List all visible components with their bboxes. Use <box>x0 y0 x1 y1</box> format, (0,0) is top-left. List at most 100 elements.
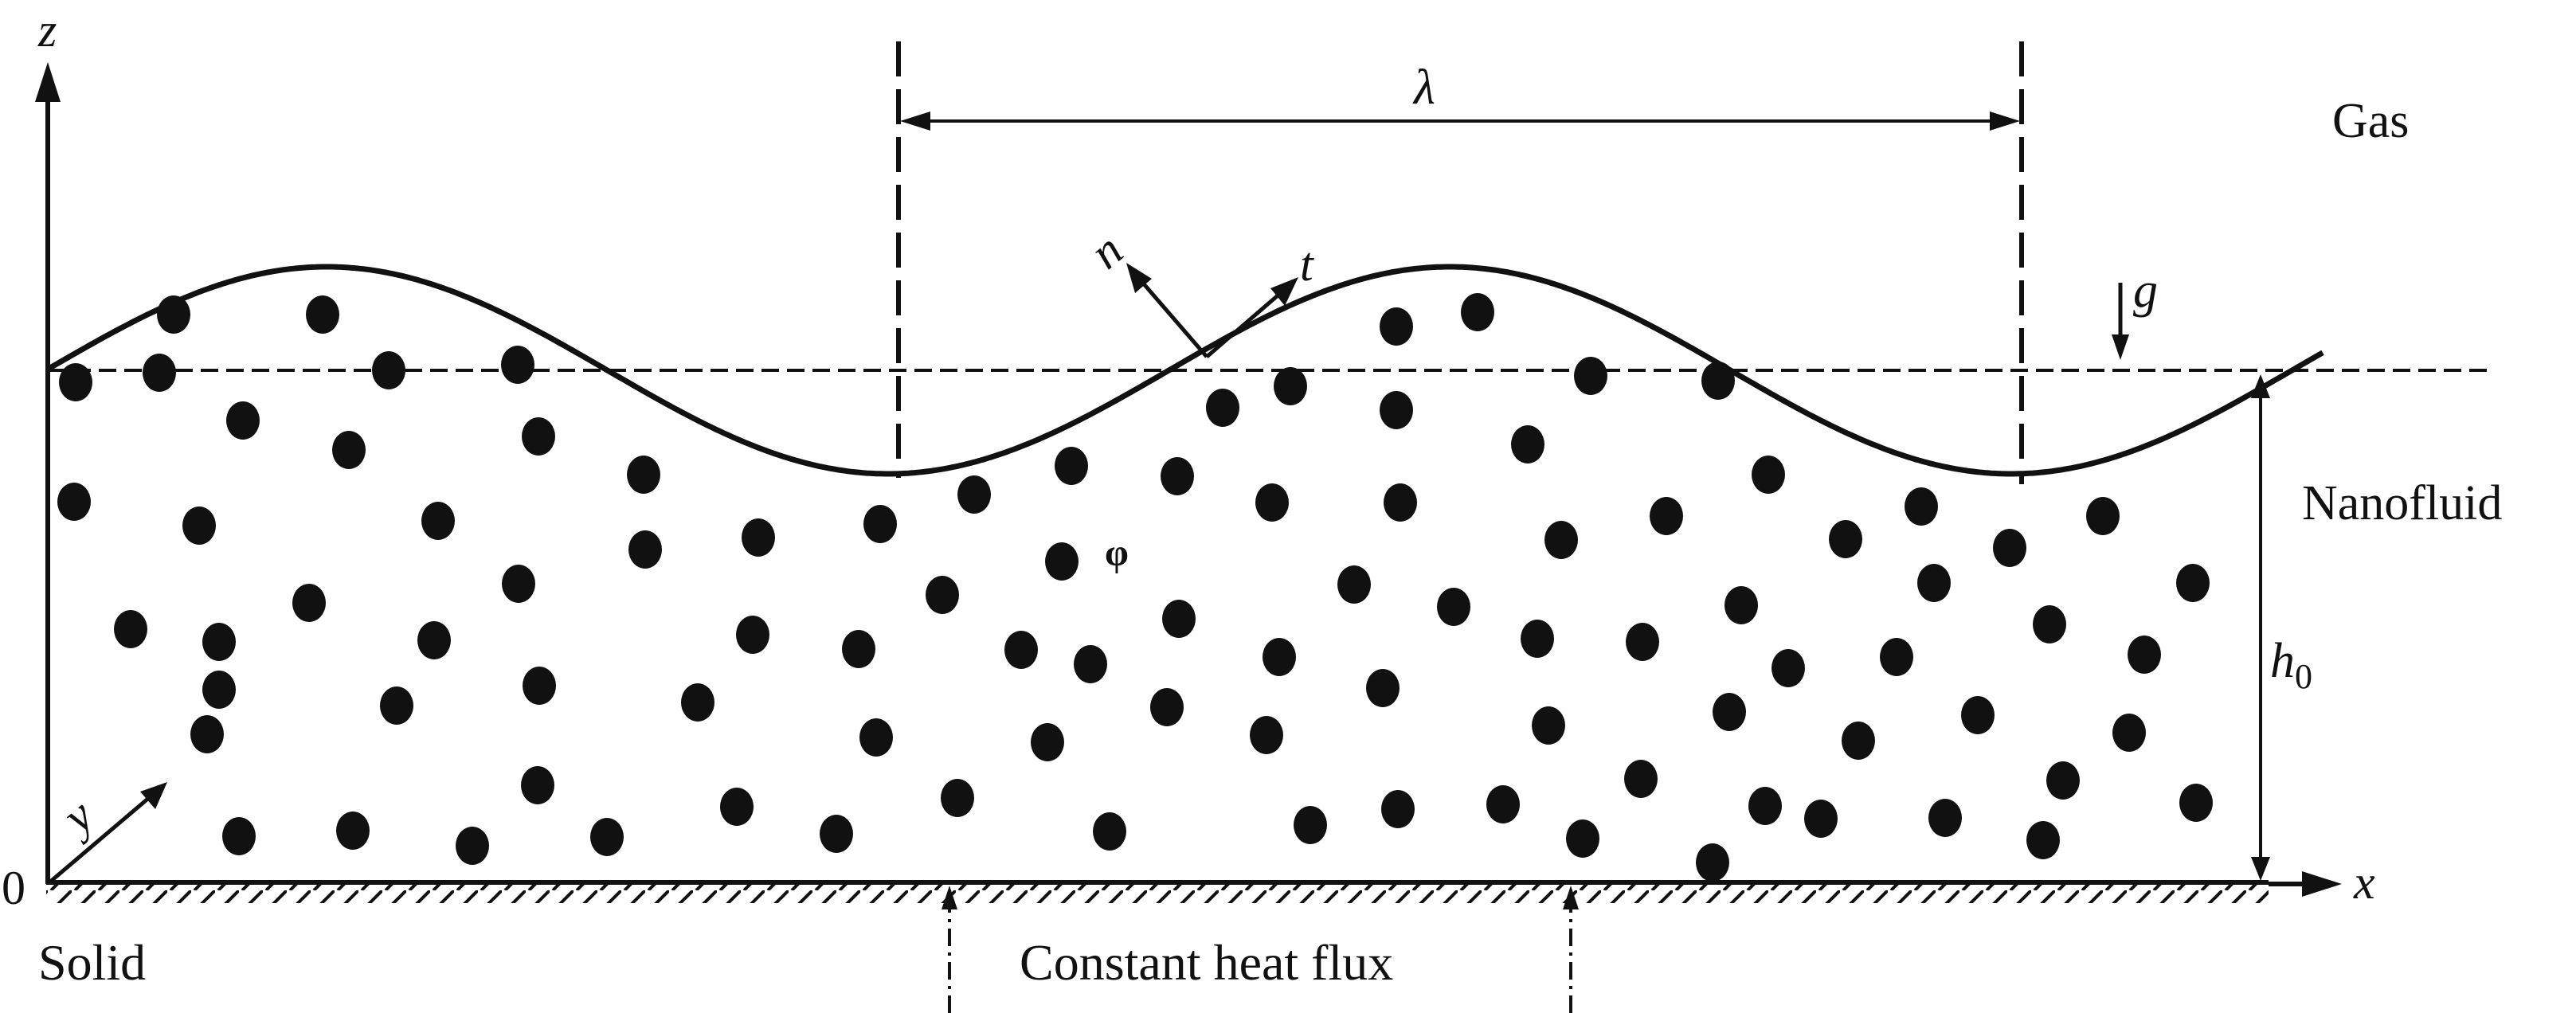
x-axis <box>2269 871 2342 897</box>
tangent-label: t <box>1300 238 1314 291</box>
nanoparticle <box>202 623 236 661</box>
solid-label: Solid <box>38 934 146 991</box>
nanoparticle <box>742 518 775 557</box>
nanoparticle <box>336 812 370 850</box>
nanoparticle <box>421 502 455 540</box>
nanoparticle <box>1993 529 2026 567</box>
nanoparticle <box>1905 487 1938 526</box>
nanoparticle <box>1337 565 1371 604</box>
nanoparticle <box>1544 521 1578 559</box>
nanoparticle <box>941 779 974 817</box>
nanoparticle <box>2176 564 2210 602</box>
nanoparticle <box>143 354 176 392</box>
nanoparticle <box>1384 483 1417 522</box>
nanoparticle <box>1380 391 1413 429</box>
nanoparticle <box>1771 649 1805 687</box>
wavelength-dimension <box>900 111 2020 131</box>
nanofluid-label: Nanofluid <box>2302 476 2502 530</box>
nanoparticle <box>222 817 256 855</box>
nanoparticle <box>1748 787 1782 825</box>
nanoparticle <box>1055 447 1088 485</box>
solid-hatching <box>46 882 2269 903</box>
nanoparticle <box>1917 564 1951 602</box>
nanoparticle <box>1804 800 1838 838</box>
nanoparticle <box>1650 497 1683 535</box>
nanoparticle <box>1928 799 1962 837</box>
normal-label: n <box>1080 223 1132 279</box>
nanoparticle <box>1294 806 1327 844</box>
nanoparticles <box>57 293 2213 882</box>
nanoparticle <box>502 565 535 603</box>
nanoparticle <box>1093 812 1126 851</box>
nanoparticle <box>2086 497 2120 535</box>
nanoparticle <box>1031 723 1064 761</box>
film-thickness-subscript: 0 <box>2295 657 2312 696</box>
nanoparticle <box>1725 586 1758 624</box>
nanoparticle <box>590 818 624 856</box>
nanoparticle <box>681 683 714 722</box>
nanoparticle <box>1624 760 1658 798</box>
nanoparticle <box>1701 362 1735 400</box>
nanoparticle <box>1381 790 1415 828</box>
gas-label: Gas <box>2332 94 2409 148</box>
z-axis-arrowhead <box>35 62 61 102</box>
nanoparticle <box>1696 843 1729 882</box>
nanoparticle <box>114 610 147 648</box>
tangent-vector <box>1205 277 1298 358</box>
nanoparticle <box>57 483 91 521</box>
nanoparticle <box>202 671 236 709</box>
nanoparticle <box>1566 819 1599 858</box>
nanoparticle <box>820 815 853 853</box>
nanoparticle <box>380 686 413 725</box>
wavelength-label: λ <box>1412 61 1435 115</box>
nanoparticle <box>523 667 556 705</box>
volume-fraction-label: φ <box>1105 532 1129 574</box>
nanoparticle <box>1880 638 1913 676</box>
nanoparticle <box>292 584 326 622</box>
y-axis-label: y <box>49 788 104 846</box>
nanoparticle <box>1074 645 1107 683</box>
nanoparticle <box>1829 520 1862 558</box>
x-axis-label: x <box>2353 856 2375 909</box>
heat-flux-arrow-left <box>942 886 957 1013</box>
film-thickness-label: h0 <box>2270 634 2312 696</box>
nanoparticle <box>736 616 769 654</box>
nanoparticle <box>1161 457 1194 495</box>
nanoparticle <box>2128 636 2161 674</box>
nanoparticle <box>859 718 893 757</box>
nanoparticle <box>501 346 534 384</box>
nanoparticle <box>521 766 554 804</box>
nanoparticle <box>1045 542 1079 581</box>
nanoparticle <box>1004 631 1038 669</box>
nanoparticle <box>2046 761 2080 800</box>
nanoparticle <box>627 456 660 494</box>
nanoparticle <box>2026 821 2060 859</box>
y-axis <box>48 782 167 884</box>
nanoparticle <box>1486 785 1520 823</box>
nanoparticle <box>957 475 991 514</box>
nanoparticle <box>1961 696 1995 734</box>
film-thickness-dimension <box>2251 374 2270 881</box>
heat-flux-label: Constant heat flux <box>1020 934 1393 991</box>
nanoparticle <box>456 827 489 865</box>
origin-label: 0 <box>2 862 25 914</box>
heat-flux-arrow-right <box>1563 886 1579 1013</box>
z-axis <box>35 62 61 370</box>
nanoparticle <box>1461 293 1494 331</box>
nanoparticle <box>1162 600 1196 638</box>
nanoparticle <box>1511 425 1544 463</box>
nanoparticle <box>522 417 555 456</box>
nanoparticle <box>1150 688 1184 726</box>
gravity-label: g <box>2133 264 2158 318</box>
nanoparticle <box>1626 623 1659 661</box>
x-axis-arrowhead <box>2302 871 2342 897</box>
nanoparticle <box>1255 483 1289 522</box>
nanoparticle <box>417 621 451 659</box>
nanoparticle <box>863 505 897 543</box>
nanoparticle <box>1574 357 1607 395</box>
nanoparticle <box>1250 716 1283 754</box>
nanoparticle <box>306 295 339 334</box>
nanoparticle <box>226 401 260 440</box>
y-axis-arrowhead <box>140 782 167 809</box>
